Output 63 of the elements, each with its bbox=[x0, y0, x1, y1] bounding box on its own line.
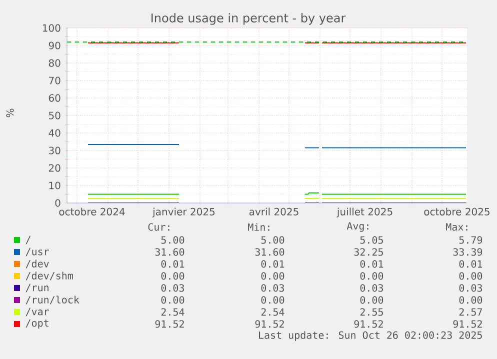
text: 0.03 bbox=[261, 284, 284, 292]
text: 0.00 bbox=[161, 272, 184, 280]
x-tick-label: janvier 2025 bbox=[152, 208, 215, 218]
y-tick-label: 60 bbox=[48, 94, 60, 102]
y-tick-label: 90 bbox=[48, 42, 60, 50]
x-tick-label: juillet 2025 bbox=[336, 208, 392, 218]
text: 33.39 bbox=[453, 248, 482, 256]
text: 31.60 bbox=[255, 248, 284, 256]
y-tick-label: 20 bbox=[48, 164, 60, 172]
text: 91.52 bbox=[453, 320, 482, 328]
y-tick-label: 50 bbox=[49, 112, 60, 120]
legend-label: /run bbox=[26, 284, 48, 292]
text: 0.03 bbox=[459, 284, 482, 292]
x-tick-label: octobre 2024 bbox=[59, 208, 125, 216]
legend-label: / bbox=[26, 236, 31, 244]
text: 0.00 bbox=[161, 296, 184, 304]
y-axis-title: % bbox=[6, 108, 14, 118]
legend-label: /dev bbox=[26, 260, 49, 268]
text: 0.01 bbox=[261, 260, 284, 268]
y-tick-label: 40 bbox=[48, 129, 60, 137]
x-tick-label: avril 2025 bbox=[249, 208, 298, 216]
text: 91.52 bbox=[155, 320, 184, 328]
text: Min: bbox=[248, 223, 270, 231]
text: Max: bbox=[446, 223, 468, 231]
y-tick-label: 70 bbox=[49, 76, 60, 84]
text: 5.00 bbox=[261, 236, 284, 244]
text: 0.00 bbox=[261, 272, 284, 280]
y-tick-label: 10 bbox=[49, 182, 60, 190]
text: 91.52 bbox=[354, 320, 383, 328]
text: 0.03 bbox=[360, 284, 383, 292]
text: 31.60 bbox=[155, 248, 184, 256]
text: 91.52 bbox=[255, 320, 284, 328]
text: 0.03 bbox=[161, 284, 184, 292]
legend-label: /opt bbox=[26, 319, 48, 329]
text: 2.54 bbox=[261, 308, 284, 316]
text: Last update: Sun Oct 26 02:00:23 2025 bbox=[259, 331, 482, 341]
text: Avg: bbox=[346, 222, 368, 232]
text: 0.00 bbox=[459, 296, 482, 304]
text: 5.05 bbox=[360, 236, 383, 244]
y-tick-label: 30 bbox=[48, 146, 60, 154]
text: 0.01 bbox=[360, 260, 384, 268]
y-tick-label: 80 bbox=[48, 59, 60, 67]
legend-label: /usr bbox=[26, 248, 49, 256]
text: 0.01 bbox=[459, 260, 482, 268]
text: 5.79 bbox=[459, 236, 482, 244]
y-tick-label: 0 bbox=[55, 199, 60, 207]
text: 32.25 bbox=[354, 248, 383, 256]
text: 0.00 bbox=[261, 296, 284, 304]
legend-label: /run/lock bbox=[26, 296, 80, 304]
text: 0.00 bbox=[360, 296, 384, 304]
text: 0.00 bbox=[360, 272, 384, 280]
text: 2.55 bbox=[360, 308, 383, 316]
text: 5.00 bbox=[161, 236, 184, 244]
text: 0.01 bbox=[161, 260, 184, 268]
legend-label: /dev/shm bbox=[26, 272, 73, 280]
text: Cur: bbox=[148, 223, 170, 231]
chart-title: Inode usage in percent - by year bbox=[152, 13, 346, 25]
x-tick-label: octobre 2025 bbox=[424, 208, 490, 216]
text: 2.57 bbox=[459, 308, 482, 316]
y-tick-label: 100 bbox=[42, 24, 60, 32]
text: 0.00 bbox=[459, 272, 482, 280]
text: 2.54 bbox=[161, 308, 184, 316]
legend-label: /var bbox=[26, 308, 49, 316]
